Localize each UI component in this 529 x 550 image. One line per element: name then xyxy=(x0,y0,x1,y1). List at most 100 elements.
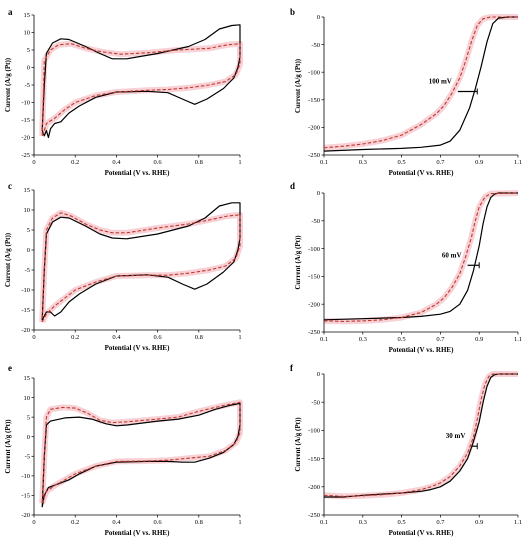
x-tick-label: 0.3 xyxy=(359,159,367,166)
x-tick-label: 0.6 xyxy=(154,334,163,341)
panel-letter: a xyxy=(8,7,13,17)
y-tick-label: -20 xyxy=(21,135,30,142)
y-tick-label: -15 xyxy=(21,117,30,124)
x-axis-label: Potential (V vs. RHE) xyxy=(105,344,170,352)
x-tick-label: 0.5 xyxy=(398,336,406,343)
x-tick-label: 1 xyxy=(238,519,241,526)
x-tick-label: 0.9 xyxy=(475,159,483,166)
x-tick-label: 0.1 xyxy=(320,159,328,166)
x-tick-label: 1.1 xyxy=(514,336,522,343)
series-dashed-line xyxy=(323,16,518,149)
panel-letter: e xyxy=(8,363,12,373)
panel-letter: f xyxy=(290,363,294,373)
y-tick-label: -10 xyxy=(21,473,30,480)
y-tick-label: -150 xyxy=(308,97,320,104)
x-tick-label: 0 xyxy=(32,519,35,526)
x-tick-label: 0.2 xyxy=(71,334,79,341)
y-tick-label: -15 xyxy=(21,307,30,314)
x-tick-label: 0.4 xyxy=(112,519,121,526)
y-tick-label: 5 xyxy=(27,47,30,54)
y-tick-label: 0 xyxy=(27,65,30,72)
y-tick-label: -5 xyxy=(25,453,30,460)
y-tick-label: 15 xyxy=(24,12,31,19)
series-dashed-line xyxy=(323,373,518,497)
x-tick-label: 0.2 xyxy=(71,159,79,166)
y-axis-label: Current (A/g (Pt)) xyxy=(294,417,302,472)
y-tick-label: -15 xyxy=(21,493,30,500)
x-axis-label: Potential (V vs. RHE) xyxy=(389,529,454,537)
panel-f: f -250 -200 -150 -100 -50 0 0.1 0.3 0.5 0.7 0.9 1.1 P… xyxy=(290,363,522,537)
y-tick-label: -250 xyxy=(308,152,320,159)
shade-band xyxy=(323,371,518,500)
y-tick-label: 0 xyxy=(317,190,320,197)
shade-band xyxy=(39,40,243,137)
y-tick-label: 10 xyxy=(24,395,31,402)
panel-letter: b xyxy=(290,7,295,17)
x-tick-label: 0.8 xyxy=(195,519,203,526)
y-tick-label: -100 xyxy=(308,428,320,435)
x-tick-label: 0.3 xyxy=(359,519,367,526)
x-tick-label: 0.4 xyxy=(112,159,121,166)
panel-letter: c xyxy=(8,181,12,191)
shift-annotation: 60 mV xyxy=(442,251,462,259)
shade-band xyxy=(39,209,243,324)
x-tick-label: 0.8 xyxy=(195,159,203,166)
y-tick-label: -200 xyxy=(308,301,320,308)
y-tick-label: -20 xyxy=(21,327,30,334)
shade-band xyxy=(323,190,519,325)
y-axis-label: Current (A/g (Pt)) xyxy=(4,57,12,112)
series-dashed-line xyxy=(41,401,241,504)
y-tick-label: -200 xyxy=(308,484,320,491)
series-solid-line xyxy=(41,202,241,321)
y-tick-label: -5 xyxy=(25,267,30,274)
x-tick-label: 0.3 xyxy=(359,336,367,343)
y-tick-label: 5 xyxy=(27,227,30,234)
y-axis-label: Current (A/g (Pt)) xyxy=(4,232,12,287)
series-solid-line xyxy=(41,24,241,139)
y-tick-label: 5 xyxy=(27,414,30,421)
y-axis-label: Current (A/g (Pt)) xyxy=(294,58,302,113)
y-tick-label: -10 xyxy=(21,100,30,107)
y-tick-label: 0 xyxy=(27,434,30,441)
x-tick-label: 0.5 xyxy=(398,159,406,166)
panel-b: b -250 -200 -150 -100 -50 0 0.1 0.3 0.5 0.7 0.9 1.1 P… xyxy=(290,7,522,177)
x-tick-label: 1.1 xyxy=(514,519,522,526)
x-axis-label: Potential (V vs. RHE) xyxy=(389,346,454,354)
y-tick-label: 10 xyxy=(24,207,31,214)
y-tick-label: -50 xyxy=(311,218,320,225)
y-tick-label: -50 xyxy=(311,399,320,406)
y-tick-label: -10 xyxy=(21,287,30,294)
y-tick-label: 0 xyxy=(27,247,30,254)
x-tick-label: 0.4 xyxy=(112,334,121,341)
x-tick-label: 0.1 xyxy=(320,519,328,526)
y-tick-label: -5 xyxy=(25,82,30,89)
y-tick-label: -20 xyxy=(21,512,30,519)
shift-annotation: 100 mV xyxy=(429,78,452,86)
x-tick-label: 1.1 xyxy=(514,159,522,166)
series-dashed-line xyxy=(323,192,519,322)
series-dashed-line xyxy=(41,212,241,323)
x-tick-label: 0.2 xyxy=(71,519,79,526)
series-solid-line xyxy=(323,192,518,321)
panel-a: a -25 -20 -15 -10 -5 0 5 10 15 0 0.2 0.4 0.6 0.8 1 Poten… xyxy=(4,7,243,177)
y-tick-label: -25 xyxy=(21,152,30,159)
y-tick-label: 15 xyxy=(24,375,31,382)
y-tick-label: -200 xyxy=(308,125,320,132)
y-tick-label: -100 xyxy=(308,69,320,76)
y-axis-label: Current (A/g (Pt)) xyxy=(4,419,12,474)
y-tick-label: 0 xyxy=(317,371,320,378)
x-tick-label: 0.6 xyxy=(154,519,163,526)
shift-annotation: 30 mV xyxy=(446,432,466,440)
panel-d: d -250 -200 -150 -100 -50 0 0.1 0.3 0.5 0.7 0.9 1.1 P… xyxy=(290,181,522,354)
y-axis-label: Current (A/g (Pt)) xyxy=(294,235,302,290)
y-tick-label: 0 xyxy=(317,14,320,21)
x-tick-label: 0.1 xyxy=(320,336,328,343)
x-tick-label: 0.7 xyxy=(436,336,445,343)
y-tick-label: -150 xyxy=(308,456,320,463)
x-tick-label: 0 xyxy=(32,334,35,341)
x-tick-label: 0.7 xyxy=(436,519,445,526)
y-tick-label: 15 xyxy=(24,187,31,194)
x-tick-label: 0.9 xyxy=(475,519,483,526)
panel-c: c -20 -15 -10 -5 0 5 10 15 0 0.2 0.4 0.6 0.8 1 Potentia… xyxy=(4,181,243,352)
